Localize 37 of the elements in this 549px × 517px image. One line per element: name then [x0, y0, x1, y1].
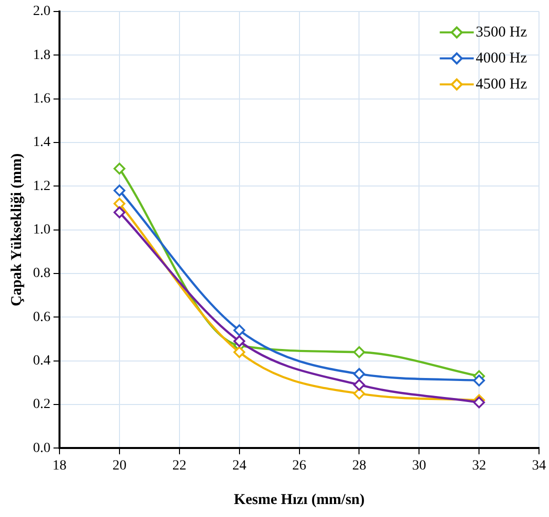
x-tick-label: 30	[412, 458, 426, 474]
y-tick-label: 1.4	[33, 135, 50, 150]
y-tick-label: 0.8	[33, 266, 50, 282]
point	[114, 198, 126, 210]
x-tick-label: 26	[292, 458, 306, 474]
point	[473, 374, 485, 386]
y-tick-label: 1.0	[33, 222, 50, 238]
y-tick-label: 0.4	[33, 354, 50, 369]
point	[233, 335, 246, 348]
x-tick-label: 28	[352, 458, 366, 474]
y-tick-label: 1.8	[33, 48, 50, 63]
point	[353, 388, 366, 400]
legend-label: 4500 Hz	[476, 76, 528, 92]
y-tick-label: 1.2	[33, 178, 50, 194]
point	[353, 378, 366, 391]
point	[114, 206, 126, 218]
x-tick-label: 18	[52, 458, 66, 474]
point	[353, 368, 366, 380]
y-tick-label: 0.6	[33, 310, 50, 325]
y-tick-label: 0.2	[33, 397, 50, 412]
x-tick-label: 24	[232, 458, 246, 474]
y-axis-title: Çapak Yüksekliği (mm)	[8, 153, 25, 306]
y-tick-label: 2.0	[33, 4, 50, 20]
point	[114, 162, 126, 175]
point	[353, 346, 366, 358]
x-tick-label: 20	[112, 458, 126, 474]
x-tick-label: 22	[172, 458, 186, 474]
x-tick-label: 34	[532, 458, 546, 474]
legend-label: 4000 Hz	[476, 50, 528, 66]
point	[114, 184, 126, 196]
point	[233, 346, 246, 358]
legend-label: 3500 Hz	[476, 24, 528, 40]
y-tick-label: 1.6	[33, 91, 50, 106]
x-tick-label: 32	[472, 458, 486, 474]
y-tick-label: 0.0	[33, 440, 50, 456]
x-axis-title: Kesme Hızı (mm/sn)	[234, 492, 365, 508]
point	[233, 324, 246, 336]
